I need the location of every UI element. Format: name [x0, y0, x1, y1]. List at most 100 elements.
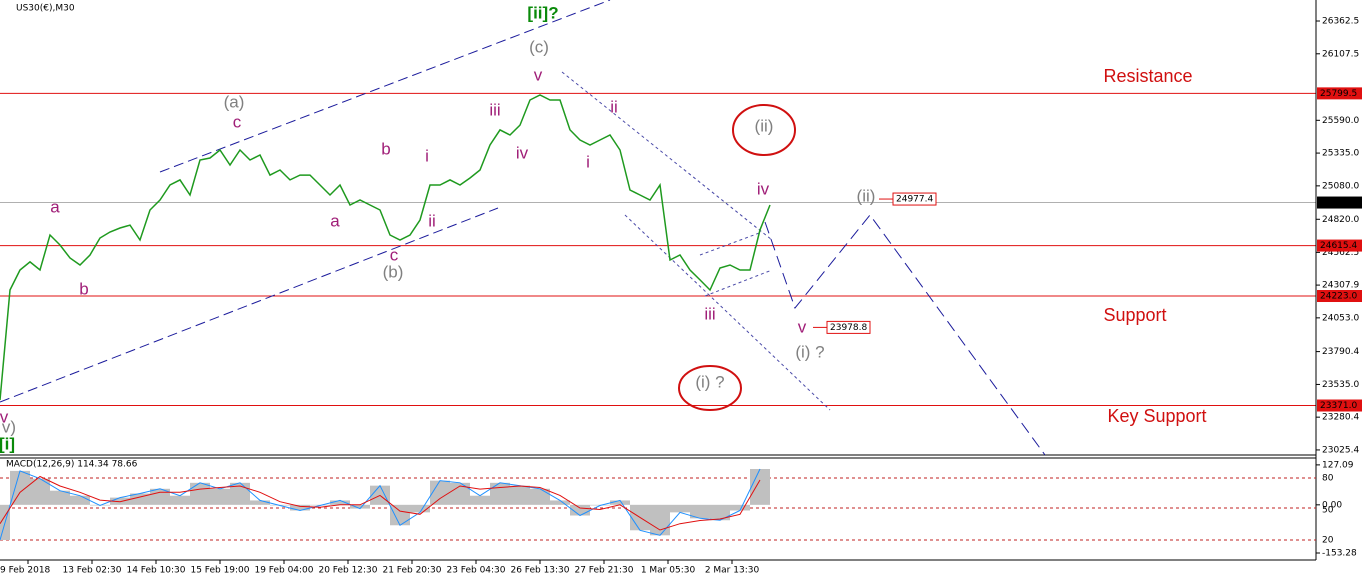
- macd-bar: [610, 500, 630, 505]
- macd-line: [0, 468, 761, 541]
- x-tick-label: 2 Mar 13:30: [705, 566, 760, 576]
- macd-bar: [390, 504, 410, 526]
- macd-bar: [450, 482, 470, 505]
- level-label: 25799.5: [1320, 89, 1357, 99]
- wave-label: ii: [428, 211, 436, 230]
- projection-path: [764, 214, 1046, 456]
- y-tick-label: 24307.9: [1322, 281, 1359, 291]
- level-name: Support: [1103, 305, 1166, 325]
- macd-bar: [730, 504, 750, 511]
- y-tick-label: 23280.4: [1322, 413, 1359, 423]
- macd-bar: [50, 490, 70, 505]
- x-tick-label: 21 Feb 20:30: [382, 566, 441, 576]
- wave-label: i: [425, 146, 429, 165]
- level-label: 23371.0: [1320, 401, 1357, 411]
- x-tick-label: 27 Feb 21:30: [574, 566, 633, 576]
- wave-label: v: [798, 317, 807, 336]
- price-box: [1317, 196, 1362, 209]
- target-box: [826, 320, 871, 334]
- x-tick-label: 15 Feb 19:00: [190, 566, 249, 576]
- symbol-title: US30(€),M30: [16, 4, 75, 14]
- macd-tick-label: 0.00: [1322, 500, 1342, 510]
- price-line: [0, 94, 771, 401]
- macd-bar: [750, 469, 770, 505]
- macd-bar: [570, 504, 590, 516]
- annotations: [ii]? (c) v (a) c iii ii iv i b i a ii a…: [0, 3, 1207, 453]
- wave-label: v): [2, 417, 16, 436]
- channel-line: [159, 0, 611, 173]
- channel-line: [624, 214, 831, 411]
- wave-label: (ii): [755, 116, 774, 135]
- x-tick-label: 26 Feb 13:30: [510, 566, 569, 576]
- x-tick-label: 23 Feb 04:30: [446, 566, 505, 576]
- level-label: 20: [1322, 536, 1334, 546]
- x-tick-label: 19 Feb 04:00: [254, 566, 313, 576]
- x-tick-label: 14 Feb 10:30: [126, 566, 185, 576]
- y-tick-label: 25590.0: [1322, 116, 1359, 126]
- signal-line: [0, 475, 761, 531]
- macd-bar: [330, 500, 350, 505]
- macd-bar: [290, 504, 310, 511]
- macd-tick-label: 127.09: [1322, 460, 1354, 470]
- macd-bar: [170, 495, 190, 505]
- wave-label: v: [0, 407, 9, 426]
- macd-bar: [550, 500, 570, 505]
- wave-label: c: [390, 245, 399, 264]
- highlight-ellipse: [732, 104, 796, 156]
- target-label: 24977.4: [896, 195, 933, 205]
- macd-bar: [470, 495, 490, 505]
- y-tick-label: 26107.5: [1322, 49, 1359, 59]
- wave-label: ii: [610, 97, 618, 116]
- level-name: Key Support: [1107, 406, 1206, 426]
- macd-title: MACD(12,26,9) 114.34 78.66: [6, 460, 138, 470]
- wave-label: c: [233, 112, 242, 131]
- macd-bar: [190, 482, 210, 505]
- macd-bar: [210, 488, 230, 505]
- wave-label: [i]: [0, 434, 15, 453]
- level-box: [1317, 239, 1362, 252]
- drawings: [0, 0, 831, 411]
- level-box: [1317, 87, 1362, 100]
- macd-bar: [70, 495, 90, 505]
- level-label: 24615.4: [1320, 241, 1357, 251]
- wave-label: (b): [383, 262, 404, 281]
- x-tick-label: 1 Mar 05:30: [641, 566, 696, 576]
- macd-bar: [130, 493, 150, 505]
- macd-bar: [250, 500, 270, 505]
- macd-bar: [410, 504, 430, 513]
- y-tick-label: 23535.0: [1322, 380, 1359, 390]
- channel-line: [561, 71, 773, 241]
- wave-label: a: [330, 211, 340, 230]
- level-box: [1317, 290, 1362, 303]
- wave-label: iii: [704, 304, 715, 323]
- target-label: 23978.8: [830, 323, 867, 333]
- y-tick-label: 25335.0: [1322, 149, 1359, 159]
- wave-label: iii: [489, 100, 500, 119]
- macd-bar: [30, 478, 50, 505]
- level-label: 80: [1322, 474, 1334, 484]
- wave-label: b: [381, 139, 390, 158]
- wave-label: i: [586, 152, 590, 171]
- wave-label: (i) ?: [695, 372, 724, 391]
- wave-label: iv: [757, 179, 770, 198]
- plot-area: [0, 92, 1316, 407]
- current-price-label: 24950.2: [1320, 198, 1357, 208]
- macd-tick-label: -153.28: [1322, 549, 1357, 559]
- wave-label: iv: [516, 143, 529, 162]
- macd-bar: [10, 470, 30, 505]
- x-tick-label: 20 Feb 12:30: [318, 566, 377, 576]
- macd-bar: [650, 504, 670, 536]
- macd-bar: [510, 485, 530, 505]
- macd-bar: [690, 504, 710, 519]
- macd-bar: [530, 488, 550, 505]
- y-tick-label: 24820.0: [1322, 215, 1359, 225]
- level-box: [1317, 399, 1362, 412]
- macd-bar: [490, 482, 510, 505]
- wave-label: (i) ?: [795, 342, 824, 361]
- wave-label: b: [79, 279, 88, 298]
- y-tick-label: 25080.0: [1322, 181, 1359, 191]
- y-tick-label: 24562.5: [1322, 248, 1359, 258]
- macd-bar: [430, 480, 450, 505]
